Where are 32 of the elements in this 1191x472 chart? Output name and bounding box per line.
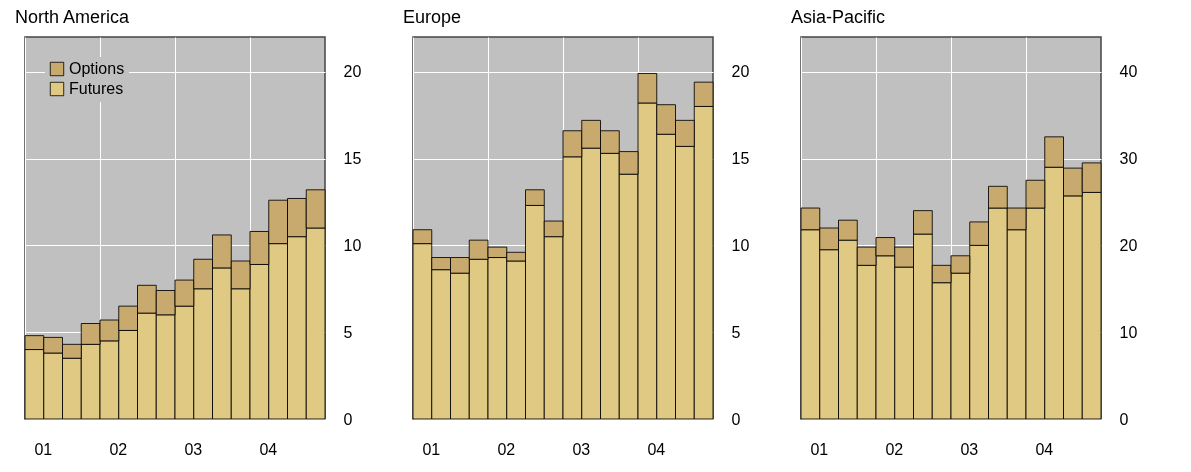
x-tick-label: 04 bbox=[647, 440, 666, 458]
y-tick-label: 0 bbox=[343, 410, 353, 428]
chart-title: North America bbox=[15, 7, 131, 27]
x-tick-label: 01 bbox=[810, 440, 829, 458]
x-tick-label: 04 bbox=[1035, 440, 1054, 458]
y-tick-label: 20 bbox=[731, 63, 750, 81]
y-tick-label: 0 bbox=[1119, 410, 1129, 428]
legend-label: Options bbox=[69, 60, 125, 77]
y-tick-label: 15 bbox=[343, 150, 362, 168]
y-tick-label: 20 bbox=[343, 63, 362, 81]
y-tick-label: 5 bbox=[731, 323, 741, 341]
x-tick-label: 01 bbox=[34, 440, 53, 458]
x-tick-label: 03 bbox=[184, 440, 203, 458]
y-tick-label: 5 bbox=[343, 323, 353, 341]
y-tick-label: 15 bbox=[731, 150, 750, 168]
y-tick-label: 10 bbox=[1119, 323, 1138, 341]
x-tick-label: 04 bbox=[259, 440, 278, 458]
y-tick-label: 10 bbox=[343, 236, 362, 254]
y-tick-label: 0 bbox=[731, 410, 741, 428]
x-tick-label: 03 bbox=[960, 440, 979, 458]
x-tick-label: 03 bbox=[572, 440, 591, 458]
chart-title: Europe bbox=[403, 7, 462, 27]
y-tick-label: 10 bbox=[731, 236, 750, 254]
y-tick-label: 20 bbox=[1119, 236, 1138, 254]
x-tick-label: 02 bbox=[885, 440, 904, 458]
x-tick-label: 02 bbox=[497, 440, 516, 458]
y-tick-label: 30 bbox=[1119, 150, 1138, 168]
legend-label: Futures bbox=[69, 80, 124, 97]
x-tick-label: 02 bbox=[109, 440, 128, 458]
x-tick-label: 01 bbox=[422, 440, 441, 458]
chart-title: Asia-Pacific bbox=[791, 7, 886, 27]
y-tick-label: 40 bbox=[1119, 63, 1138, 81]
